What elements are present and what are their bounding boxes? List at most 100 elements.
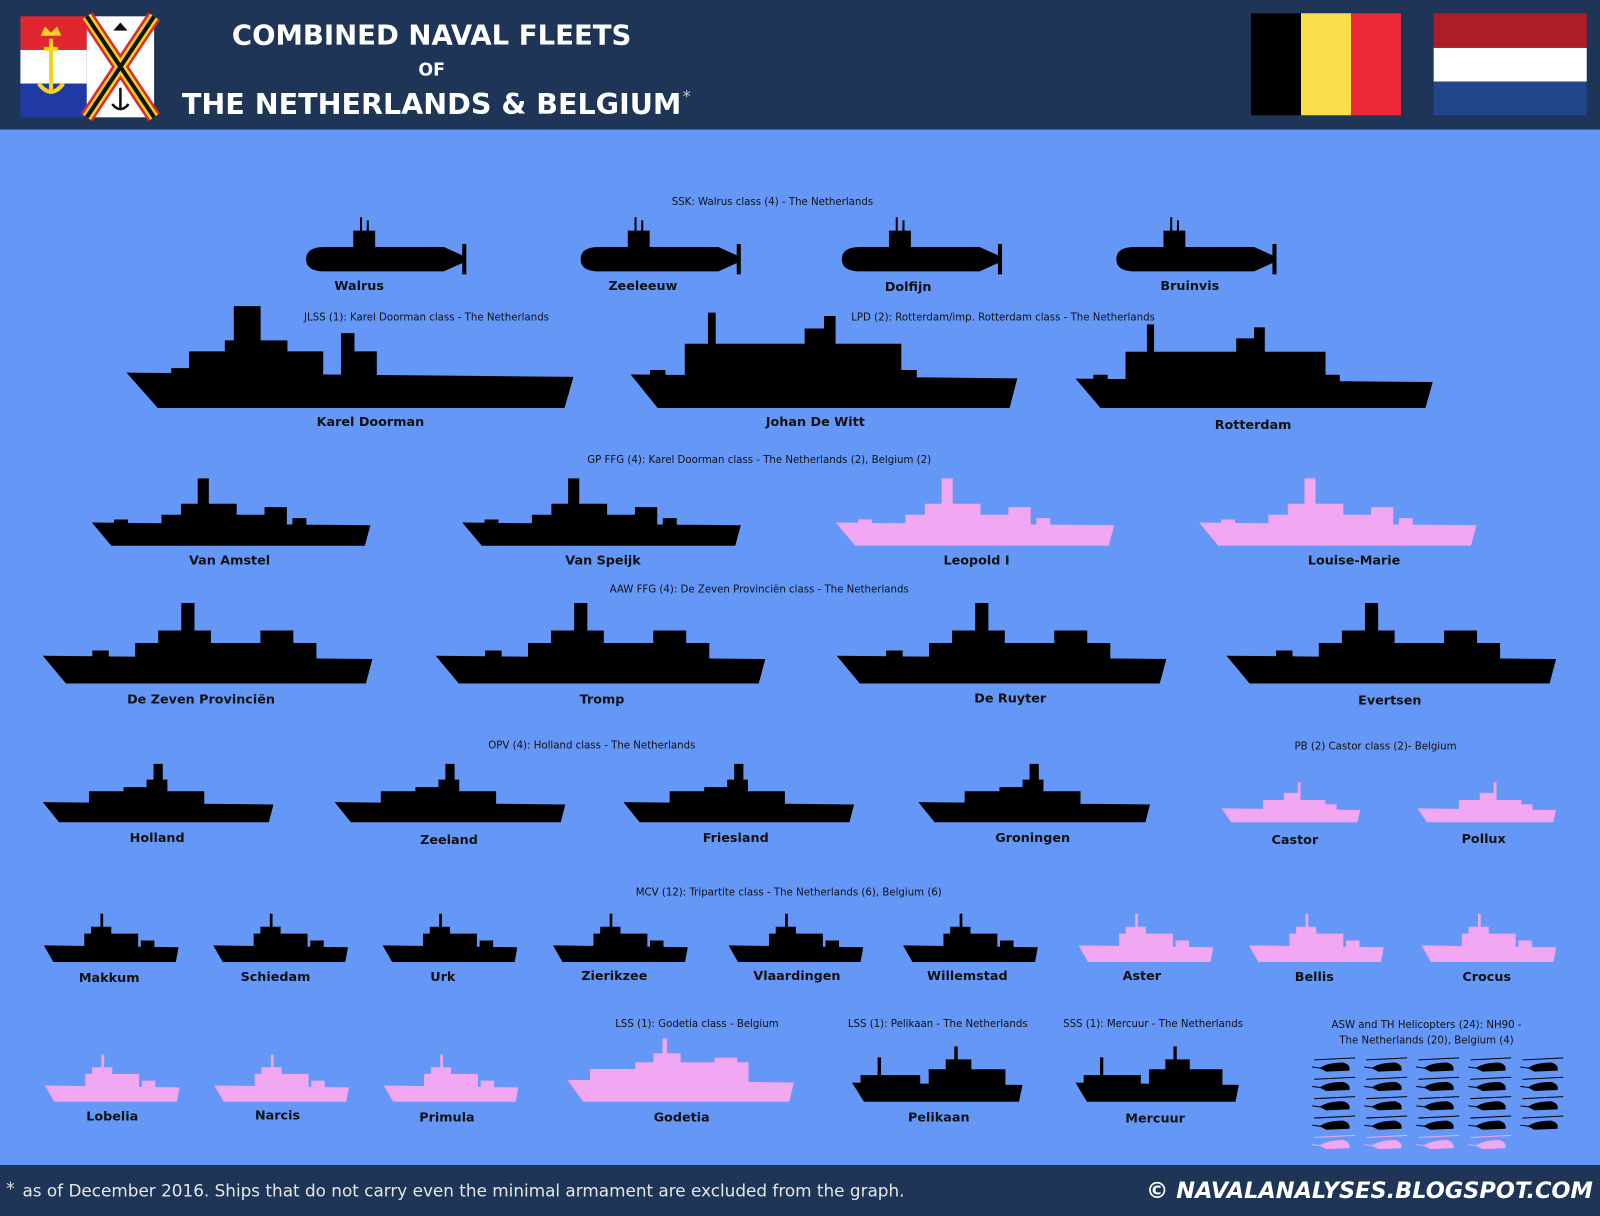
title-line: COMBINED NAVAL FLEETS — [232, 20, 632, 52]
group-label: GP FFG (4): Karel Doorman class - The Ne… — [587, 455, 931, 466]
naval-jack — [20, 12, 161, 122]
ship-name: Johan De Witt — [765, 415, 865, 430]
helicopter — [1416, 1115, 1460, 1130]
group-label: AAW FFG (4): De Zeven Provinciën class -… — [610, 585, 909, 596]
ship-silhouette — [43, 913, 179, 962]
helicopter — [1364, 1096, 1408, 1111]
ship-name: Evertsen — [1358, 693, 1421, 708]
helicopter — [1364, 1115, 1408, 1130]
ship-silhouette — [836, 603, 1167, 684]
ship-name: Bruinvis — [1160, 279, 1219, 294]
ship-silhouette — [553, 913, 688, 962]
ship-silhouette — [214, 1054, 349, 1102]
ship-name: Walrus — [334, 279, 384, 294]
ship-silhouette — [1221, 781, 1361, 823]
ship-silhouette — [435, 603, 766, 684]
ship-name: Vlaardingen — [753, 969, 840, 984]
ship-silhouette — [44, 1054, 180, 1102]
ship-name: Crocus — [1462, 970, 1511, 985]
ship-silhouette — [126, 306, 574, 409]
helicopter — [1312, 1057, 1356, 1072]
ship-silhouette — [91, 478, 371, 546]
helicopter — [1520, 1076, 1564, 1092]
helicopter — [1312, 1076, 1356, 1092]
helicopter — [1312, 1134, 1356, 1150]
ship-silhouette — [462, 478, 741, 546]
ship-name: Godetia — [654, 1111, 710, 1126]
group-label: LSS (1): Pelikaan - The Netherlands — [848, 1019, 1028, 1030]
group-label: MCV (12): Tripartite class - The Netherl… — [636, 888, 942, 899]
helicopter — [1364, 1057, 1408, 1072]
ship-name: Zierikzee — [581, 969, 647, 984]
helicopter — [1416, 1134, 1460, 1150]
helicopter — [1312, 1115, 1356, 1130]
ship-name: De Ruyter — [974, 691, 1047, 706]
ship-silhouette — [852, 1046, 1023, 1102]
ship-silhouette — [903, 913, 1038, 962]
ship-silhouette — [580, 217, 741, 275]
helicopter — [1312, 1096, 1356, 1111]
group-label: LSS (1): Godetia class - Belgium — [615, 1019, 778, 1030]
helicopter — [1416, 1076, 1460, 1092]
ship-silhouette — [334, 763, 566, 823]
netherlands-flag — [1433, 13, 1587, 116]
credit: © NAVALANALYSES.BLOGSPOT.COM — [1146, 1178, 1593, 1204]
ship-silhouette — [841, 217, 1003, 275]
ship-name: Groningen — [995, 831, 1070, 846]
ship-name: Friesland — [703, 831, 769, 846]
group-label: LPD (2): Rotterdam/imp. Rotterdam class … — [851, 312, 1155, 323]
ship-name: Zeeland — [420, 833, 478, 848]
ship-name: Holland — [130, 831, 185, 846]
ship-silhouette — [728, 913, 864, 962]
helicopter — [1364, 1076, 1408, 1092]
ship-silhouette — [567, 1038, 794, 1102]
ship-silhouette — [1116, 217, 1277, 275]
ship-silhouette — [1075, 1046, 1239, 1102]
group-label: OPV (4): Holland class - The Netherlands — [488, 741, 695, 752]
ship-name: Mercuur — [1125, 1112, 1185, 1127]
title-line: THE NETHERLANDS & BELGIUM — [182, 87, 681, 121]
ship-silhouette — [835, 478, 1115, 546]
helicopter — [1468, 1057, 1512, 1072]
ship-silhouette — [306, 217, 467, 275]
ship-silhouette — [1198, 478, 1477, 546]
ship-name: Makkum — [79, 971, 140, 986]
ship-silhouette — [1075, 324, 1433, 409]
ship-silhouette — [213, 913, 348, 962]
helicopter — [1468, 1096, 1512, 1111]
ship-name: De Zeven Provinciën — [127, 692, 275, 707]
ship-name: Tromp — [580, 692, 625, 707]
footer-note: as of December 2016. Ships that do not c… — [22, 1181, 904, 1201]
ship-name: Pollux — [1462, 832, 1507, 847]
ship-name: Urk — [430, 970, 456, 985]
group-label: ASW and TH Helicopters (24): NH90 - — [1332, 1020, 1522, 1031]
ship-name: Primula — [419, 1111, 474, 1126]
ship-silhouette — [623, 763, 855, 823]
ship-silhouette — [382, 913, 518, 962]
ship-name: Van Speijk — [565, 554, 641, 569]
ship-name: Van Amstel — [189, 554, 270, 569]
ship-name: Lobelia — [86, 1110, 138, 1125]
footer-band — [0, 1164, 1600, 1216]
helicopter — [1520, 1115, 1564, 1130]
ship-name: Rotterdam — [1215, 418, 1292, 433]
group-label: JLSS (1): Karel Doorman class - The Neth… — [303, 312, 549, 323]
helicopter — [1416, 1057, 1460, 1072]
helicopter — [1468, 1115, 1512, 1130]
ship-name: Bellis — [1295, 970, 1334, 985]
ship-silhouette — [1226, 603, 1557, 684]
ship-name: Aster — [1123, 969, 1162, 984]
helicopter — [1520, 1096, 1564, 1111]
helicopter — [1468, 1076, 1512, 1092]
ship-silhouette — [42, 603, 373, 684]
footer-mark: * — [6, 1179, 15, 1199]
ship-silhouette — [1078, 913, 1214, 962]
ship-silhouette — [1417, 781, 1557, 823]
title-mark: * — [683, 86, 691, 105]
ship-name: Willemstad — [927, 969, 1008, 984]
ship-silhouette — [1248, 913, 1384, 962]
ship-name: Castor — [1272, 833, 1319, 848]
ship-name: Karel Doorman — [317, 415, 425, 430]
